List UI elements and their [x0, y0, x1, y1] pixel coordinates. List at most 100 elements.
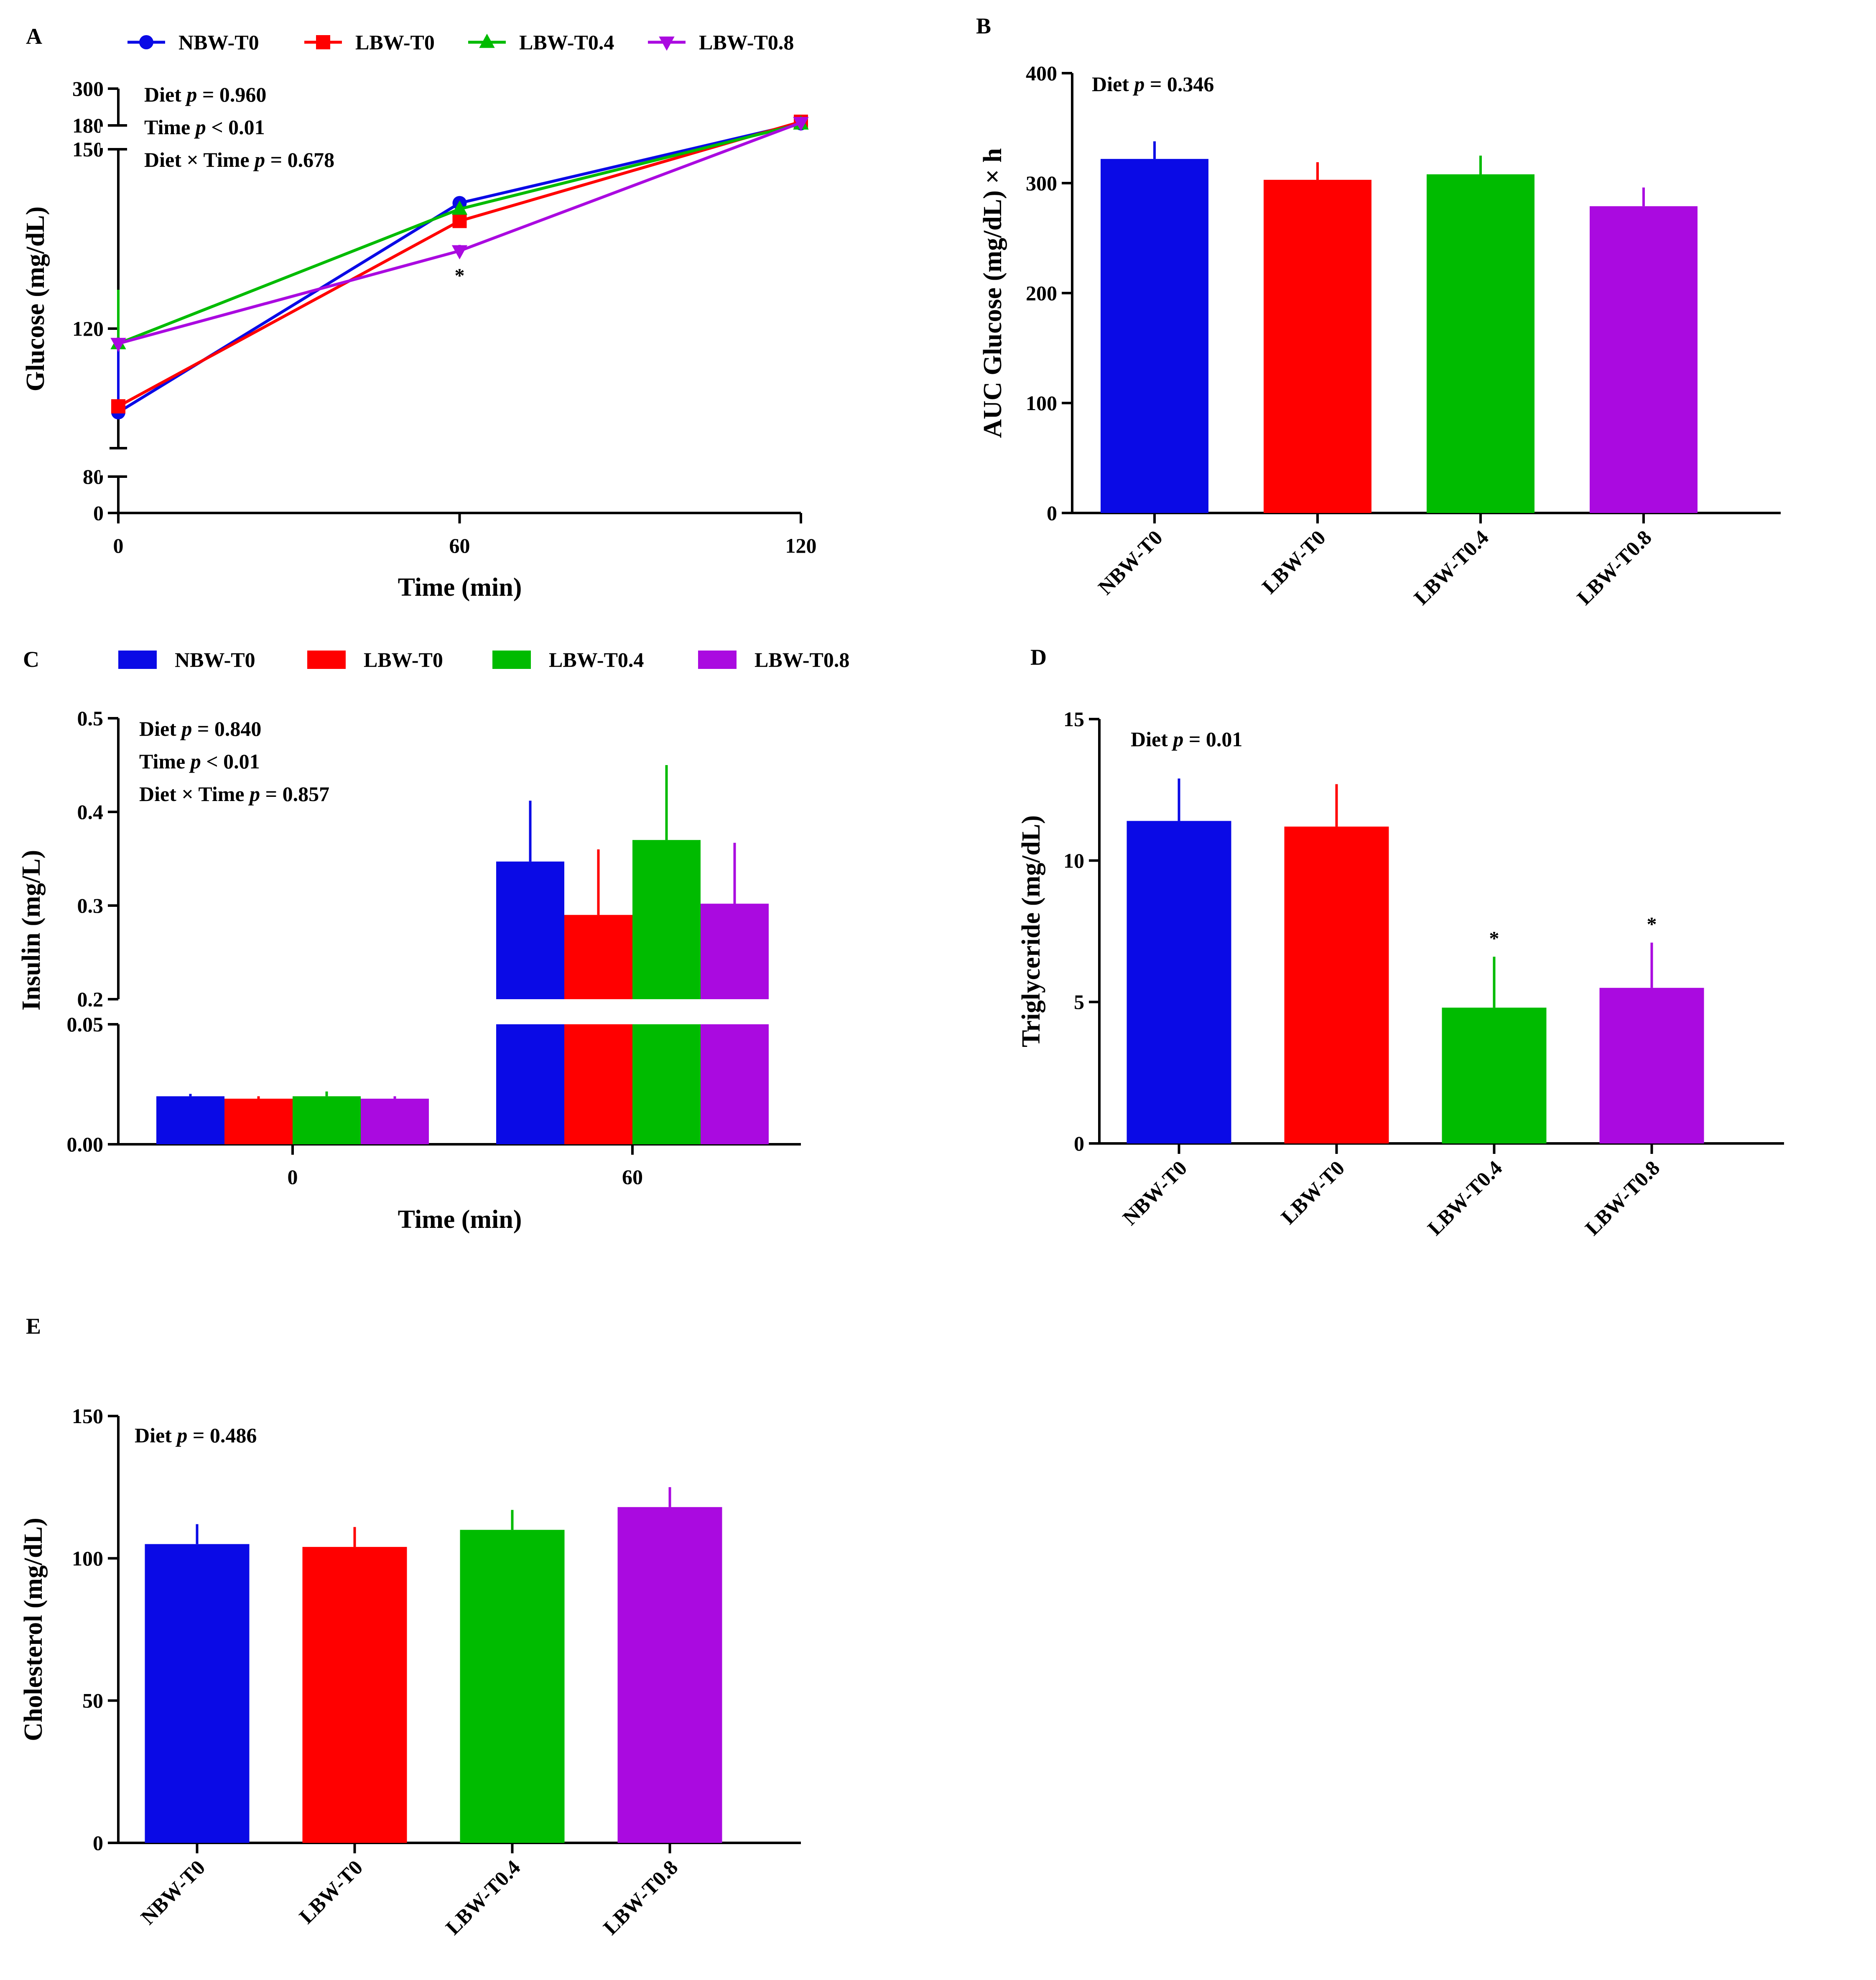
bar-NBW-T0: [145, 1524, 250, 1843]
bar-NBW-T0: [496, 801, 564, 1144]
y-tick-label: 0.05: [67, 1013, 104, 1036]
bar: [302, 1547, 407, 1843]
data-point: [452, 214, 467, 228]
legend-label: LBW-T0.4: [549, 648, 644, 671]
bar: [145, 1544, 250, 1843]
y-tick-label: 0: [1047, 501, 1057, 525]
legend-label: LBW-T0: [364, 648, 443, 671]
y-axis-label: Glucose (mg/dL): [21, 207, 50, 392]
y-tick-label: 120: [72, 317, 104, 340]
x-tick-label: NBW-T0: [1093, 526, 1167, 599]
bar: [701, 903, 769, 999]
y-tick-label: 150: [72, 1404, 103, 1428]
stat-annotation: Diet p = 0.840: [139, 717, 261, 740]
panel-e: E 0 50 100 150 NBW-T0 LBW-T0 LBW-T0.4 LBW-T0.8 Ch…: [19, 1314, 801, 1939]
bar-LBW-T0.4: [1442, 957, 1547, 1143]
data-point: [139, 35, 153, 49]
legend-item: LBW-T0.4: [468, 31, 614, 54]
y-tick-label: 80: [83, 465, 104, 488]
panel-letter: A: [26, 24, 42, 49]
bar: [496, 861, 564, 999]
stat-annotation: Diet p = 0.01: [1131, 727, 1242, 751]
bar: [1442, 1008, 1547, 1143]
bar-LBW-T0.4: [293, 1091, 361, 1144]
y-tick-label: 400: [1026, 61, 1057, 85]
bar: [564, 915, 632, 999]
data-point: [111, 399, 125, 413]
y-tick-label: 100: [72, 1546, 103, 1570]
bar: [1599, 987, 1704, 1143]
significance-marker: *: [1647, 913, 1657, 936]
legend-label: LBW-T0.4: [519, 31, 614, 54]
y-tick-label: 0: [93, 501, 104, 525]
y-tick-label: 300: [1026, 171, 1057, 195]
data-point: [451, 200, 468, 215]
x-tick-label: LBW-T0: [1276, 1156, 1349, 1229]
stat-annotation: Diet p = 0.346: [1092, 72, 1214, 96]
panel-b: B 0 100 200 300 400 NBW-T0 LBW-T0 LBW-T0.4 LBW-T0…: [976, 13, 1781, 610]
stat-annotation: Diet p = 0.960: [144, 83, 266, 106]
bar-LBW-T0.4: [632, 765, 701, 1144]
legend-item: LBW-T0.8: [648, 31, 794, 54]
y-tick-label: 200: [1026, 281, 1057, 305]
legend-item: NBW-T0: [127, 31, 259, 54]
y-tick-label: 0.2: [77, 987, 104, 1011]
x-tick-label: 0: [113, 534, 124, 557]
legend-swatch: [492, 651, 531, 669]
bar: [632, 840, 701, 999]
bar-NBW-T0: [156, 1094, 224, 1144]
bar: [617, 1507, 722, 1843]
bar-LBW-T0.8: [1599, 942, 1704, 1143]
x-tick-label: LBW-T0.4: [1423, 1156, 1506, 1240]
bar-LBW-T0: [564, 849, 632, 1144]
x-tick-label: LBW-T0.8: [1572, 526, 1656, 609]
y-tick-label: 0: [93, 1831, 103, 1855]
bar: [293, 1096, 361, 1144]
y-tick-label: 0: [1074, 1132, 1084, 1155]
legend-swatch: [118, 651, 157, 669]
bar-LBW-T0.4: [1427, 156, 1534, 513]
panel-letter: D: [1030, 645, 1047, 670]
y-tick-label: 150: [72, 138, 104, 161]
legend-label: LBW-T0.8: [699, 31, 794, 54]
bar: [224, 1098, 293, 1144]
bar: [632, 1024, 701, 1144]
bar-LBW-T0.4: [460, 1510, 565, 1843]
legend-item: LBW-T0: [307, 648, 443, 671]
data-point: [110, 338, 126, 352]
y-tick-label: 300: [72, 77, 104, 100]
bar-LBW-T0.8: [1590, 187, 1698, 513]
x-axis-label: Time (min): [398, 1205, 522, 1234]
bar: [1101, 159, 1208, 513]
x-tick-label: LBW-T0.8: [1580, 1156, 1664, 1240]
significance-marker: *: [455, 265, 465, 287]
bar-LBW-T0.8: [701, 842, 769, 1144]
data-point: [316, 35, 330, 49]
y-tick-label: 0.00: [67, 1133, 104, 1156]
bar: [496, 1024, 564, 1144]
y-tick-label: 0.3: [77, 894, 104, 917]
bar-LBW-T0: [1264, 162, 1371, 513]
x-tick-label: NBW-T0: [136, 1855, 209, 1929]
y-tick-label: 0.5: [77, 707, 104, 730]
legend-item: LBW-T0: [304, 31, 435, 54]
bar: [1590, 206, 1698, 513]
y-tick-label: 0.4: [77, 800, 104, 824]
bar-NBW-T0: [1101, 141, 1208, 513]
bar: [1264, 180, 1371, 513]
bar-LBW-T0.8: [361, 1096, 429, 1144]
legend-swatch: [307, 651, 346, 669]
stat-annotation: Time p < 0.01: [144, 115, 265, 139]
y-axis-label: AUC Glucose (mg/dL) × h: [979, 148, 1007, 438]
x-tick-label: 60: [622, 1165, 643, 1189]
bar: [1427, 174, 1534, 513]
series-LBW-T0.8: [110, 117, 809, 352]
legend-item: NBW-T0: [118, 648, 255, 671]
break-mask: [100, 449, 811, 475]
x-tick-label: LBW-T0: [1257, 526, 1330, 598]
bar-LBW-T0: [1284, 784, 1389, 1143]
stat-annotation: Diet p = 0.486: [135, 1424, 257, 1447]
x-tick-label: 0: [288, 1165, 298, 1189]
x-tick-label: LBW-T0.8: [599, 1855, 682, 1939]
